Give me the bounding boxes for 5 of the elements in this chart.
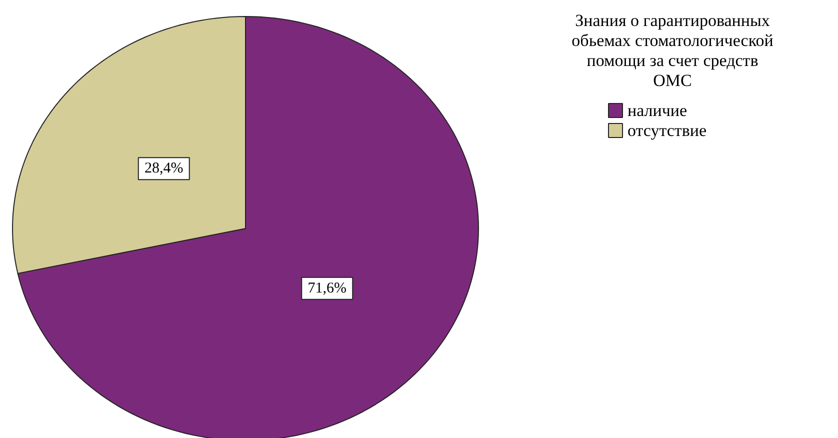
legend-label: отсутствие (628, 121, 707, 140)
data-label: 28,4% (144, 160, 184, 177)
legend-label: наличие (628, 101, 688, 120)
data-label: 71,6% (308, 280, 346, 296)
legend-title: Знания о гарантированных обьемах стоматологической помощи за счет средств ОМС (572, 11, 774, 90)
